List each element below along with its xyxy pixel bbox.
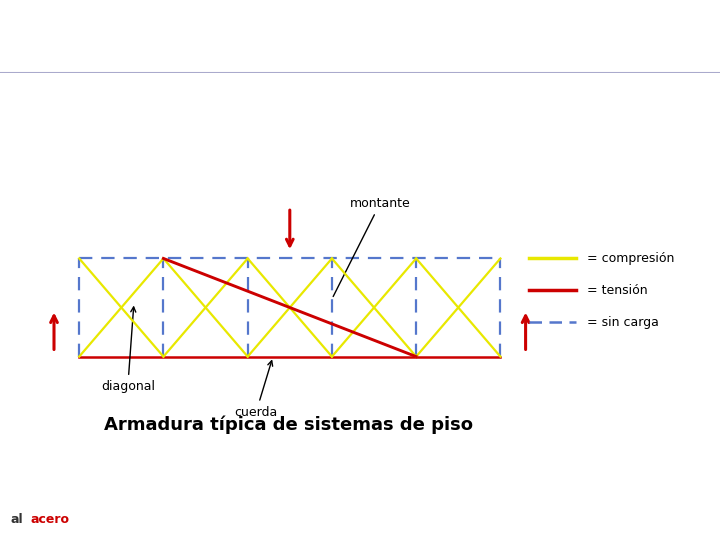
Text: = compresión: = compresión (587, 252, 674, 265)
FancyBboxPatch shape (0, 505, 94, 535)
Text: 4. Usos de miembros en tensión: 4. Usos de miembros en tensión (9, 21, 511, 49)
Text: Programa de Apoyo a la Enseñanza de la Construcción en Acero: Programa de Apoyo a la Enseñanza de la C… (97, 515, 431, 525)
Text: Armaduras: Armaduras (576, 26, 678, 44)
Text: cuerda: cuerda (235, 361, 278, 418)
Text: Armadura típica de sistemas de piso: Armadura típica de sistemas de piso (104, 416, 472, 434)
Text: acero: acero (30, 513, 69, 526)
Text: = sin carga: = sin carga (587, 316, 659, 329)
Text: al: al (11, 513, 24, 526)
Text: = tensión: = tensión (587, 284, 647, 297)
Text: montante: montante (333, 197, 410, 296)
Text: diagonal: diagonal (101, 307, 155, 393)
